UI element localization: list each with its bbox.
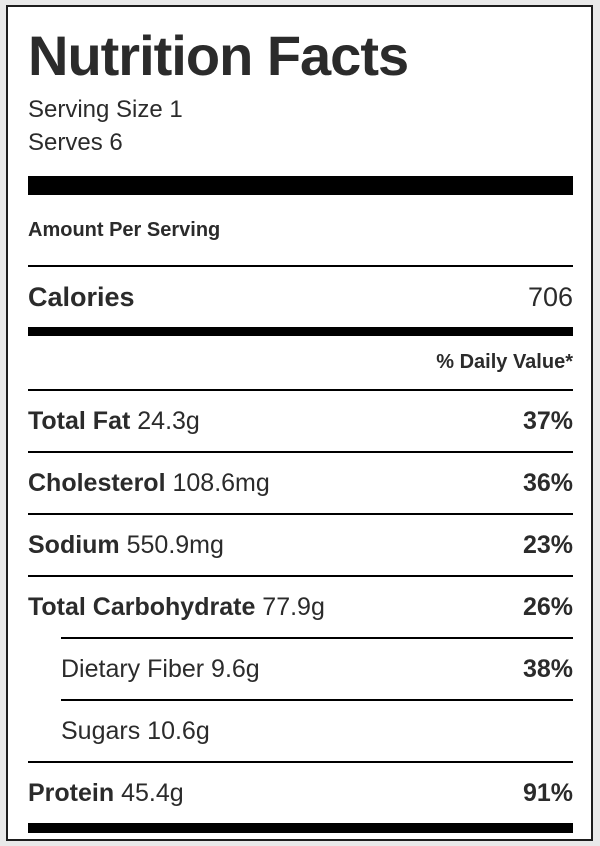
nutrient-name: Sugars [61, 716, 141, 745]
nutrient-daily-value: 91% [522, 778, 573, 807]
calories-label: Calories [28, 281, 135, 312]
nutrient-name-amount: Dietary Fiber 9.6g [61, 655, 260, 684]
daily-value-header: % Daily Value* [436, 351, 573, 373]
nutrient-daily-value: 37% [522, 406, 573, 435]
nutrient-amount: 45.4g [121, 778, 184, 807]
nutrient-row-total-fat: Total Fat 24.3g 37% [28, 389, 573, 451]
nutrient-amount: 24.3g [137, 406, 200, 435]
serves-text: Serves 6 [28, 129, 123, 156]
nutrient-row-sugars: Sugars 10.6g [61, 699, 573, 761]
nutrient-daily-value: 36% [522, 468, 573, 497]
nutrient-name: Dietary Fiber [61, 654, 205, 683]
nutrient-name-amount: Total Carbohydrate 77.9g [28, 593, 325, 622]
nutrient-name: Total Fat [28, 406, 131, 435]
nutrient-row-total-carbohydrate: Total Carbohydrate 77.9g 26% [28, 575, 573, 637]
amount-per-serving-heading: Amount Per Serving [28, 218, 221, 241]
nutrient-name: Cholesterol [28, 468, 166, 497]
nutrient-name-amount: Sugars 10.6g [61, 717, 210, 746]
nutrient-name: Total Carbohydrate [28, 592, 256, 621]
nutrient-daily-value: 23% [522, 530, 573, 559]
nutrient-amount: 10.6g [147, 716, 210, 745]
nutrient-name-amount: Sodium 550.9mg [28, 531, 224, 560]
nutrient-name-amount: Protein 45.4g [28, 779, 184, 808]
nutrient-amount: 77.9g [262, 592, 325, 621]
nutrient-row-sodium: Sodium 550.9mg 23% [28, 513, 573, 575]
serving-size-text: Serving Size 1 [28, 96, 183, 123]
divider-thick-mid [28, 327, 573, 336]
divider-thick-top [28, 176, 573, 195]
nutrient-row-protein: Protein 45.4g 91% [28, 761, 573, 823]
nutrient-row-cholesterol: Cholesterol 108.6mg 36% [28, 451, 573, 513]
nutrient-name: Sodium [28, 530, 120, 559]
label-title: Nutrition Facts [28, 24, 409, 87]
serving-info: Serving Size 1 Serves 6 [28, 93, 573, 159]
calories-value: 706 [527, 281, 573, 312]
divider-thick-bottom [28, 823, 573, 833]
nutrient-daily-value: 38% [522, 654, 573, 683]
nutrient-amount: 108.6mg [172, 468, 270, 497]
nutrient-amount: 550.9mg [126, 530, 224, 559]
nutrition-facts-label: Nutrition Facts Serving Size 1 Serves 6 … [6, 5, 593, 841]
nutrient-amount: 9.6g [211, 654, 260, 683]
calories-row: Calories 706 [28, 265, 573, 327]
nutrient-row-dietary-fiber: Dietary Fiber 9.6g 38% [61, 637, 573, 699]
nutrient-name-amount: Cholesterol 108.6mg [28, 469, 270, 498]
nutrient-daily-value: 26% [522, 592, 573, 621]
nutrient-name-amount: Total Fat 24.3g [28, 407, 200, 436]
nutrient-name: Protein [28, 778, 115, 807]
